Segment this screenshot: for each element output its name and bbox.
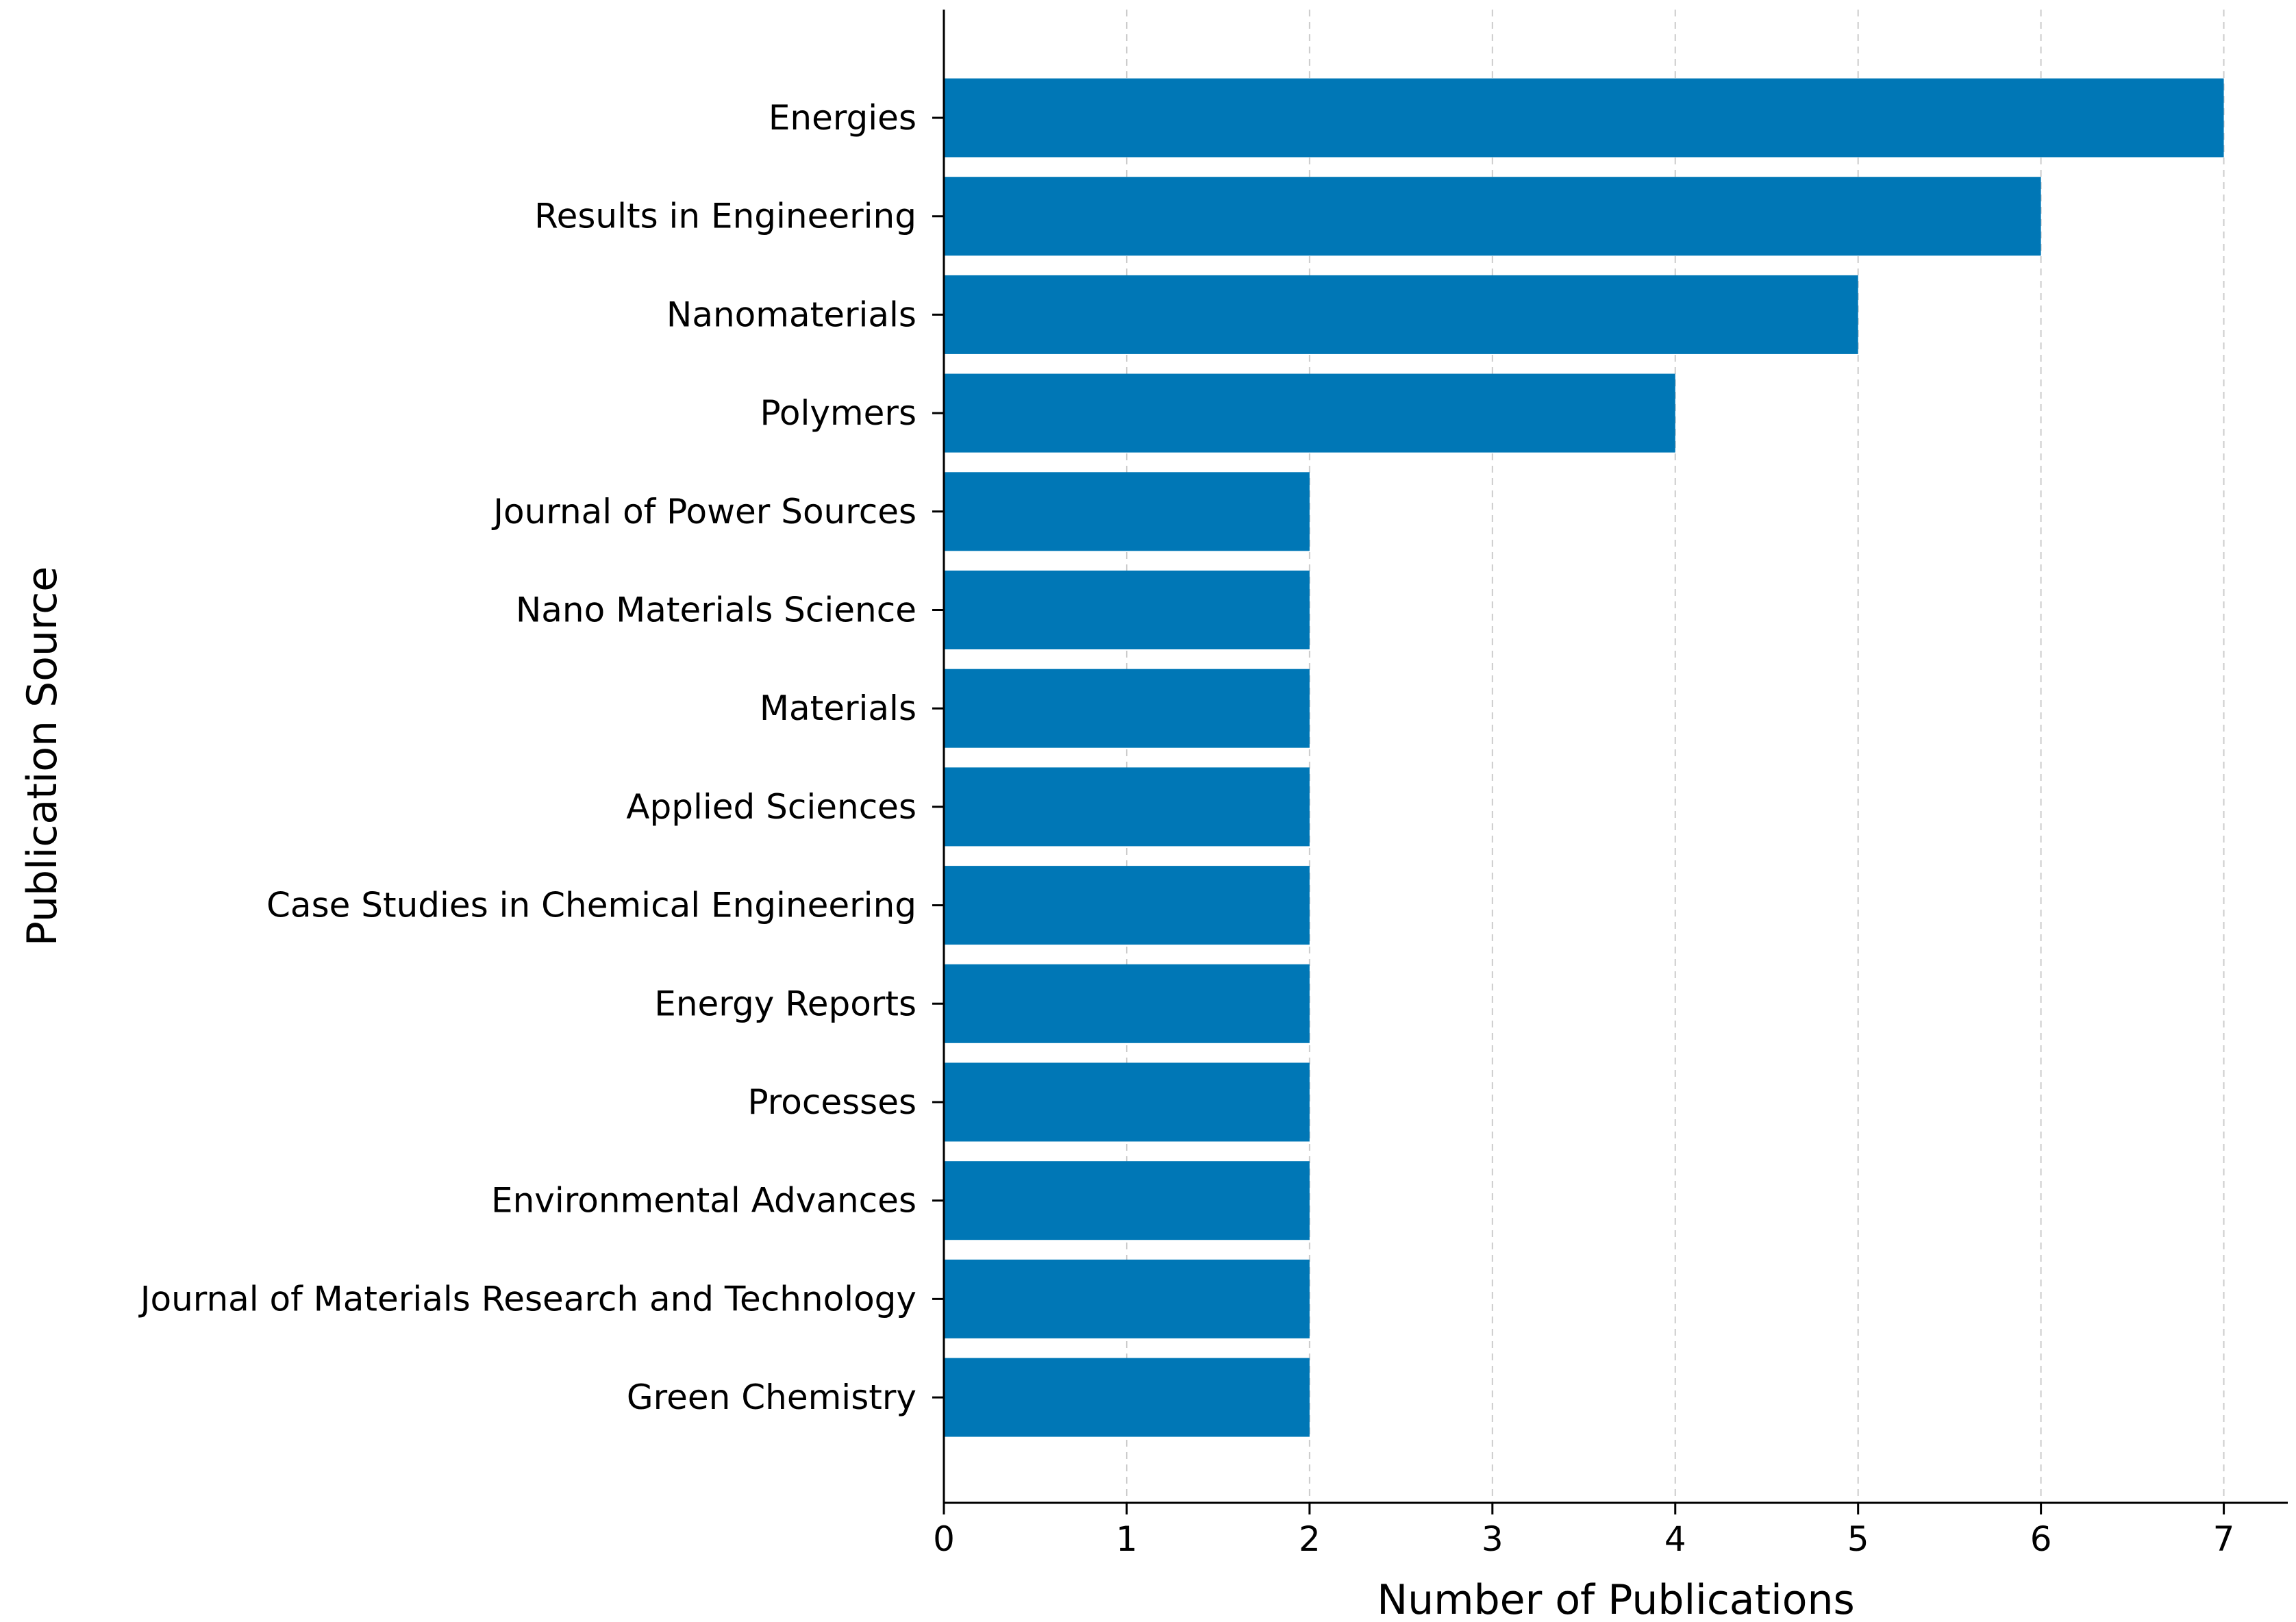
x-axis-title: Number of Publications [1377, 1576, 1855, 1622]
bar [944, 964, 1310, 1043]
bar [944, 1062, 1310, 1142]
y-tick-label: Nanomaterials [666, 295, 916, 334]
x-tick-label: 5 [1847, 1519, 1869, 1559]
y-tick-label: Green Chemistry [627, 1377, 916, 1417]
x-tick-label: 7 [2213, 1519, 2235, 1559]
y-tick-label: Journal of Materials Research and Techno… [138, 1279, 916, 1319]
x-tick-label: 4 [1664, 1519, 1686, 1559]
bar [944, 78, 2224, 158]
y-tick-label: Results in Engineering [534, 197, 916, 236]
bar [944, 373, 1675, 453]
bar [944, 472, 1310, 551]
y-tick-label: Materials [760, 688, 916, 728]
y-tick-label: Applied Sciences [626, 787, 916, 827]
bar [944, 1259, 1310, 1338]
y-tick-label: Polymers [760, 393, 916, 433]
x-tick-label: 2 [1299, 1519, 1321, 1559]
y-axis-title: Publication Source [18, 566, 66, 946]
y-tick-label: Case Studies in Chemical Engineering [266, 886, 916, 925]
bar [944, 1161, 1310, 1240]
axes [943, 10, 2288, 1504]
y-tick-label: Journal of Power Sources [491, 492, 916, 532]
y-tick-label: Nano Materials Science [516, 590, 916, 630]
x-tick-label: 1 [1116, 1519, 1138, 1559]
y-tick-labels: Energies Results in Engineering Nanomateri… [138, 98, 944, 1417]
bar [944, 275, 1858, 354]
x-tick-label: 6 [2030, 1519, 2052, 1559]
bar [944, 669, 1310, 748]
y-tick-label: Energies [769, 98, 916, 138]
y-tick-label: Processes [748, 1082, 916, 1122]
bars [944, 78, 2224, 1437]
x-tick-label: 0 [933, 1519, 955, 1559]
bar [944, 1358, 1310, 1437]
grid-lines [1125, 10, 2225, 1503]
x-tick-label: 3 [1482, 1519, 1503, 1559]
y-tick-label: Energy Reports [654, 984, 916, 1023]
bar [944, 571, 1310, 649]
bar [944, 767, 1310, 847]
x-tick-labels: 0 1 2 3 4 5 6 7 [933, 1503, 2234, 1559]
bar [944, 866, 1310, 945]
bar [944, 177, 2041, 256]
y-tick-label: Environmental Advances [491, 1181, 916, 1221]
